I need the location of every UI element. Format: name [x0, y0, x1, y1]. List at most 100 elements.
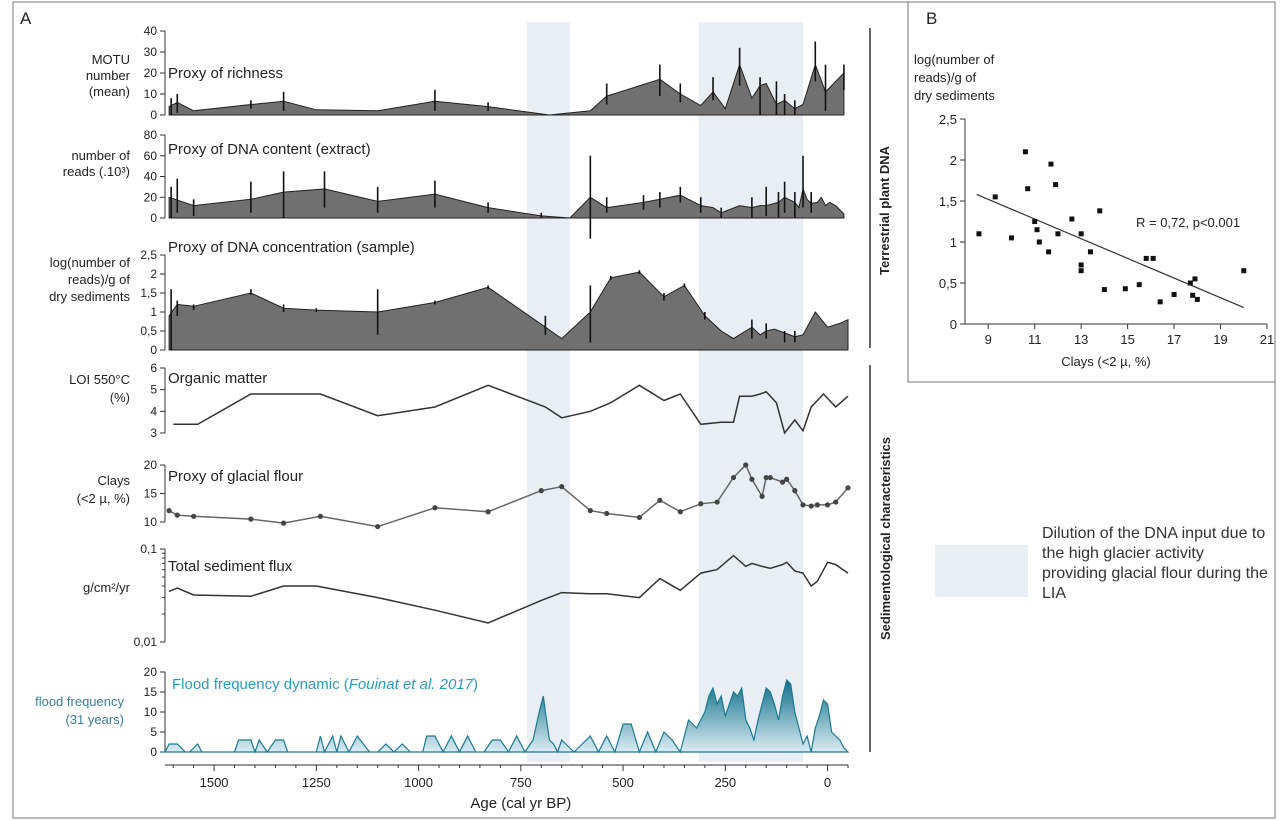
- chart-dna-content: 0 20 40 60 80 number of reads (.10³) Proxy of D…: [63, 128, 845, 239]
- x-tick-label: 1000: [404, 775, 433, 790]
- x-tick-label: 1250: [302, 775, 331, 790]
- data-point: [800, 502, 806, 508]
- scatter-point: [1171, 291, 1177, 297]
- y-tick-label: 10: [144, 87, 158, 101]
- panel-b-border: [907, 1, 1276, 383]
- scatter-point: [1190, 292, 1196, 298]
- y-tick-label: 0: [150, 745, 157, 759]
- scatter-x-tick-label: 11: [1028, 332, 1042, 347]
- shared-x-axis: 1500 1250 1000 750 500 250 0 Age (cal yr BP): [165, 764, 849, 812]
- scatter-point: [1078, 231, 1084, 237]
- chart-title: Proxy of DNA concentration (sample): [168, 239, 415, 256]
- y-tick-label: 0,1: [140, 542, 157, 556]
- data-point: [808, 503, 814, 509]
- scatter-y-tick-label: 1,5: [939, 194, 957, 209]
- y-axis-label: MOTU number (mean): [86, 52, 131, 99]
- x-tick-label: 1500: [200, 775, 229, 790]
- scatter-point: [1087, 249, 1093, 255]
- line-series: [168, 554, 849, 624]
- scatter-point: [1192, 276, 1198, 282]
- data-point: [166, 508, 172, 514]
- data-point: [281, 520, 287, 526]
- scatter-point: [1046, 249, 1052, 255]
- y-tick-label: 5: [150, 383, 157, 397]
- y-tick-label: 20: [144, 665, 158, 679]
- y-tick-label: 0: [150, 343, 157, 357]
- y-tick-label: 0,5: [140, 324, 157, 338]
- scatter-point: [1078, 262, 1084, 268]
- scatter-point: [1032, 219, 1038, 224]
- chart-richness: 0 10 20 30 40 MOTU number (mean) Proxy of richne…: [86, 24, 845, 122]
- scatter-point: [1034, 227, 1040, 233]
- line-series: [173, 384, 849, 435]
- data-point: [375, 523, 381, 530]
- scatter-point: [1022, 149, 1028, 155]
- chart-organic-matter: 3 4 5 6 LOI 550°C (%) Organic matter: [69, 361, 849, 440]
- y-tick-label: 6: [150, 361, 157, 375]
- data-point: [824, 502, 831, 508]
- y-tick-label: 60: [144, 149, 158, 163]
- chart-glacial-flour: 10 15 20 Clays (<2 µ, %) Proxy of glacial flo…: [77, 458, 851, 530]
- y-tick-label: 20: [144, 190, 158, 204]
- data-point: [317, 513, 324, 519]
- data-point: [538, 488, 544, 494]
- shaded-band-0: [526, 22, 570, 762]
- y-axis-label: flood frequency (31 years): [35, 694, 124, 727]
- scatter-y-tick-label: 2: [950, 153, 957, 168]
- legend-swatch: [935, 545, 1028, 597]
- y-tick-label: 10: [144, 705, 158, 719]
- scatter-point: [976, 231, 982, 237]
- data-point: [714, 499, 720, 505]
- y-tick-label: 2,5: [140, 248, 157, 262]
- scatter-x-label: Clays (<2 µ, %): [1061, 354, 1150, 369]
- scatter-point: [1150, 255, 1156, 261]
- y-tick-label: 1,5: [140, 286, 157, 300]
- y-tick-label: 15: [144, 685, 158, 699]
- y-tick-label: 80: [144, 128, 158, 142]
- chart-flood-frequency: 0 5 10 15 20 flood frequency (31 years) Flood f…: [35, 665, 850, 759]
- panel-a-label: A: [20, 9, 32, 28]
- y-tick-label: 2: [150, 267, 157, 281]
- x-tick-label: 250: [714, 775, 736, 790]
- scatter-point: [1143, 255, 1149, 261]
- y-tick-label: 5: [150, 725, 157, 739]
- y-tick-label: 1: [150, 305, 157, 319]
- y-axis-label: number of reads (.10³): [63, 148, 131, 179]
- y-tick-label: 15: [144, 487, 158, 501]
- data-point: [174, 512, 180, 518]
- scatter-annotation: R = 0,72, p<0.001: [1136, 215, 1240, 230]
- scatter-point: [1053, 182, 1059, 188]
- scatter-x-tick-label: 9: [985, 332, 992, 347]
- y-axis-label: Clays (<2 µ, %): [77, 473, 131, 506]
- data-point: [759, 493, 765, 499]
- chart-title: Proxy of DNA content (extract): [168, 141, 371, 158]
- scatter-point: [1048, 161, 1054, 167]
- y-axis-label: log(number of reads)/g of dry sediments: [49, 255, 130, 304]
- data-point: [559, 484, 565, 490]
- scatter-point: [1194, 296, 1200, 302]
- y-axis-label: LOI 550°C (%): [69, 372, 130, 405]
- chart-title: Proxy of glacial flour: [168, 468, 303, 485]
- scatter-x-tick-label: 13: [1074, 332, 1088, 347]
- chart-title: Total sediment flux: [168, 558, 293, 575]
- scatter-point: [1136, 282, 1142, 288]
- scatter-point: [1008, 235, 1014, 241]
- y-tick-label: 30: [144, 45, 158, 59]
- panel-b-label: B: [926, 9, 937, 28]
- y-tick-label: 0: [150, 108, 157, 122]
- data-point: [833, 499, 839, 505]
- shaded-bands: [526, 22, 804, 762]
- y-tick-label: 10: [144, 515, 158, 529]
- scatter-y-tick-label: 2,5: [939, 112, 957, 127]
- chart-title: Flood frequency dynamic (Fouinat et al. …: [172, 676, 478, 693]
- panel-b-scatter: 0 0,5 1 1,5 2 2,5 9 11 13 15 17 19 21 log(number of re…: [914, 52, 1274, 369]
- x-axis-label: Age (cal yr BP): [470, 795, 571, 812]
- data-point: [432, 505, 438, 511]
- scatter-point: [1036, 239, 1042, 245]
- scatter-y-label: log(number of reads)/g of dry sediments: [914, 52, 995, 103]
- y-tick-label: 3: [150, 426, 157, 440]
- chart-dna-concentration: 0 0,5 1 1,5 2 2,5 log(number of reads)/g of dry …: [49, 239, 849, 357]
- data-point: [587, 508, 593, 514]
